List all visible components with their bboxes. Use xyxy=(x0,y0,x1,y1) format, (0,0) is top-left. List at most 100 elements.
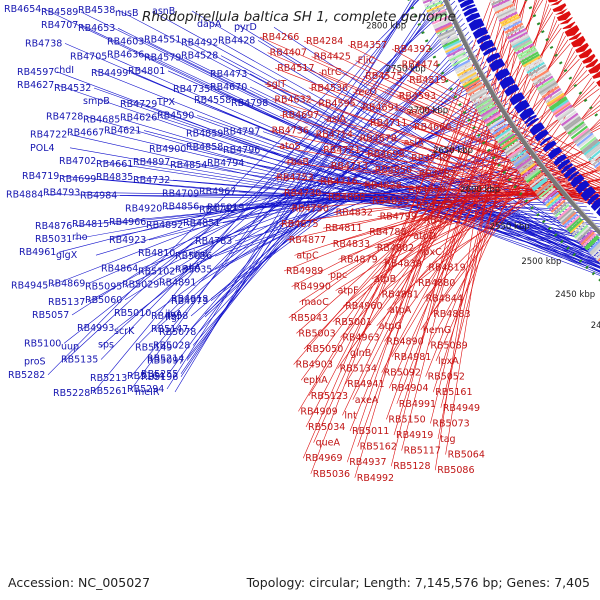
forward-leader-line xyxy=(116,48,478,329)
reverse-gene-label: tag xyxy=(440,434,456,445)
reverse-gene-label: RB4992 xyxy=(357,473,394,484)
forward-gene-label: RB4709 xyxy=(162,188,199,199)
reverse-gene-label: RB4802 xyxy=(377,243,414,254)
forward-gene-label: RB4590 xyxy=(157,110,194,121)
reverse-gene-label: RB4714 xyxy=(316,130,353,141)
feature-ring-inner xyxy=(489,0,600,174)
forward-leader-line xyxy=(166,0,415,390)
forward-gene-label: proS xyxy=(24,357,46,368)
reverse-leader-line xyxy=(303,40,600,181)
forward-gene-label: glgX xyxy=(56,250,78,261)
forward-gene-label: pyrD xyxy=(234,22,257,33)
reverse-gene-label: RB4772 xyxy=(416,200,453,211)
forward-gene-label: RB4851 xyxy=(183,218,220,229)
reverse-gene-label: RB5086 xyxy=(437,465,474,476)
reverse-leader-line xyxy=(332,84,598,323)
reverse-leader-line xyxy=(321,149,600,203)
reverse-gene-label: RB4990 xyxy=(294,282,331,293)
kbp-tick-label: 2500 kbp xyxy=(521,257,561,267)
forward-gene-label: POL4 xyxy=(30,143,55,154)
forward-gene-label: RB5031 xyxy=(35,234,72,245)
reverse-gene-label: ntrC xyxy=(321,67,342,78)
forward-gene-label: RB4428 xyxy=(218,35,255,46)
reverse-gene-label: RB4811 xyxy=(325,223,362,234)
forward-gene-label: asnB xyxy=(152,6,175,17)
reverse-leader-line xyxy=(300,27,562,381)
forward-gene-label: RB4528 xyxy=(181,51,218,62)
reverse-leader-line xyxy=(347,55,578,354)
reverse-gene-label: RB5001 xyxy=(335,317,372,328)
forward-gene-label: RB4558 xyxy=(194,95,231,106)
forward-leader-line xyxy=(214,115,517,270)
forward-gene-label: RB4729 xyxy=(120,99,157,110)
reverse-leader-line xyxy=(333,187,600,213)
reverse-gene-label: lnt xyxy=(344,410,357,421)
forward-genes xyxy=(457,0,600,217)
forward-leader-line xyxy=(140,123,522,269)
genome-backbone xyxy=(443,0,600,236)
reverse-gene-label: RB4716 xyxy=(320,176,357,187)
reverse-gene-label: RB4711 xyxy=(370,118,407,129)
reverse-leader-line xyxy=(323,178,600,229)
reverse-leader-line xyxy=(421,187,600,221)
forward-leader-line xyxy=(92,0,419,394)
forward-gene-label: RB5282 xyxy=(8,370,45,381)
reverse-gene-label: RB4753 xyxy=(276,172,313,183)
reverse-gene-label: atpC xyxy=(296,250,319,261)
reverse-gene-label: atpF xyxy=(338,286,359,297)
genome-rings xyxy=(407,0,600,282)
reverse-gene-label: RB4919 xyxy=(396,430,433,441)
reverse-gene-label: RB4941 xyxy=(347,379,384,390)
forward-leader-line xyxy=(146,41,600,267)
forward-gene-label: RB4702 xyxy=(59,156,96,167)
reverse-gene-label: RB5036 xyxy=(313,469,350,480)
reverse-gene-label: RB5064 xyxy=(448,450,485,461)
guide-ring-1 xyxy=(407,0,600,282)
reverse-leader-line xyxy=(355,60,600,178)
reverse-leader-line xyxy=(310,0,492,474)
forward-gene-label: RB4797 xyxy=(223,127,260,138)
forward-gene-label: RB4653 xyxy=(78,23,115,34)
reverse-gene-label: RB5011 xyxy=(352,426,389,437)
forward-gene-label: RB4719 xyxy=(22,171,59,182)
reverse-gene-label: RB4736 xyxy=(272,126,309,137)
forward-leader-line xyxy=(174,14,461,348)
reverse-leader-line xyxy=(319,71,600,190)
forward-gene-label: RB4685 xyxy=(83,114,120,125)
reverse-gene-label: RB4357 xyxy=(350,40,387,51)
forward-leader-line xyxy=(117,27,600,268)
forward-gene-label: RB4891 xyxy=(159,278,196,289)
forward-gene-label: RB5060 xyxy=(85,295,122,306)
reverse-gene-label: RB5092 xyxy=(384,368,421,379)
forward-gene-label: RB4621 xyxy=(104,126,141,137)
kbp-tick-label: 2700 kbp xyxy=(408,106,448,116)
reverse-gene-label: secD xyxy=(406,106,429,117)
forward-gene-label: RB4579 xyxy=(144,53,181,64)
topology-summary: Topology: circular; Length: 7,145,576 bp… xyxy=(246,575,590,590)
forward-gene-label: RB4499 xyxy=(91,68,128,79)
forward-leader-line xyxy=(180,0,433,377)
reverse-gene-label: asIA xyxy=(404,138,425,149)
forward-leader-line xyxy=(190,40,474,330)
reverse-leader-line xyxy=(365,153,600,200)
kbp-tick-label: 2550 kbp xyxy=(490,222,530,232)
reverse-leader-line xyxy=(401,142,600,196)
forward-gene-label: RB5255 xyxy=(141,369,178,380)
forward-gene-label: RB4920 xyxy=(125,204,162,215)
reverse-gene-label: RB5050 xyxy=(306,344,343,355)
reverse-gene-label: sglT xyxy=(267,79,287,90)
reverse-leader-line xyxy=(391,51,576,358)
forward-gene-label: RB4859 xyxy=(186,129,223,140)
forward-gene-label: RB4732 xyxy=(133,175,170,186)
reverse-gene-label: RB4825 xyxy=(372,196,409,207)
reverse-gene-label: RB4788 xyxy=(369,227,406,238)
reverse-gene-label: maoC xyxy=(301,297,329,308)
reverse-gene-label: RB5089 xyxy=(430,340,467,351)
reverse-gene-label: RB5003 xyxy=(298,328,335,339)
forward-gene-label: RB4793 xyxy=(43,187,80,198)
forward-gene-label: uup xyxy=(61,341,79,352)
reverse-leader-line xyxy=(344,24,560,385)
reverse-gene-label: axeA xyxy=(355,395,379,406)
forward-gene-label: RB4967 xyxy=(199,186,236,197)
